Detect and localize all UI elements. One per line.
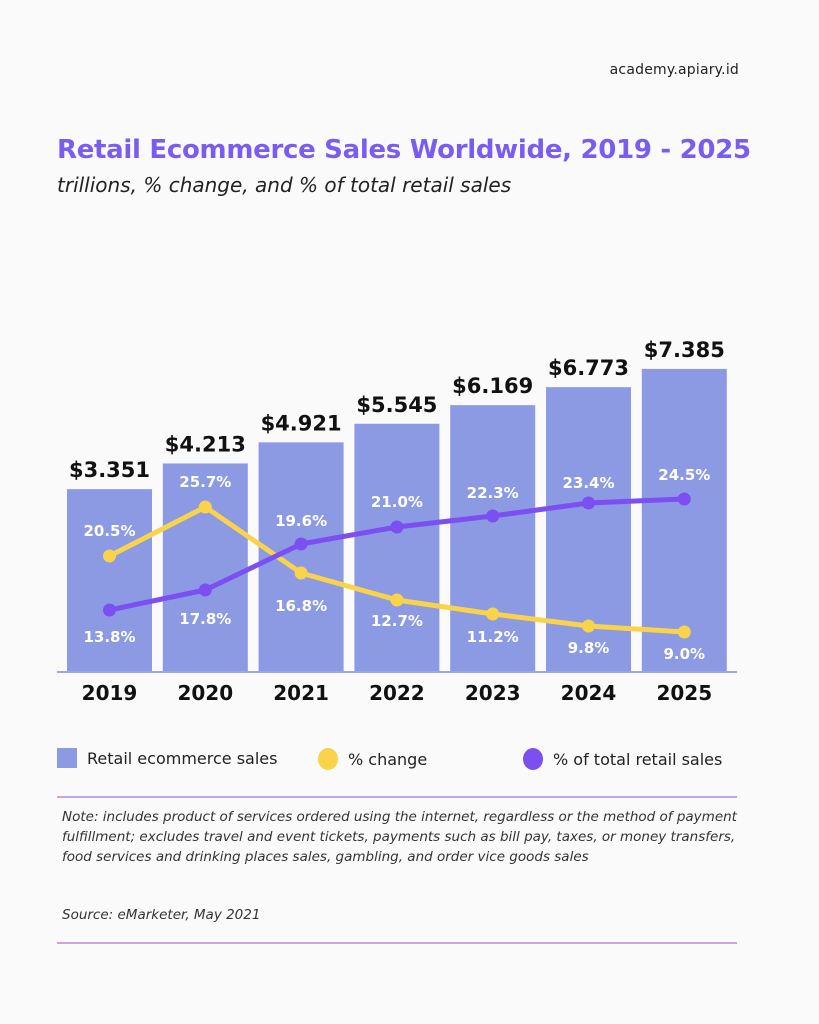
change-point-2021 xyxy=(294,566,308,580)
legend: Retail ecommerce sales % change % of tot… xyxy=(57,748,737,776)
change-label-2019: 20.5% xyxy=(83,522,135,540)
share-label-2025: 24.5% xyxy=(658,466,710,484)
x-tick-label-2020: 2020 xyxy=(177,681,233,705)
bar-value-label-2020: $4.213 xyxy=(165,432,246,456)
x-tick-label-2022: 2022 xyxy=(369,681,425,705)
change-label-2023: 11.2% xyxy=(467,628,519,646)
change-point-2025 xyxy=(677,625,691,639)
x-tick-label-2024: 2024 xyxy=(561,681,617,705)
divider-top xyxy=(57,796,737,798)
bar-swatch-icon xyxy=(57,748,77,768)
bar-2023 xyxy=(450,405,536,672)
bar-2025 xyxy=(641,368,727,672)
legend-label-share: % of total retail sales xyxy=(553,749,723,769)
bar-value-label-2022: $5.545 xyxy=(356,393,437,417)
bar-2022 xyxy=(354,423,440,672)
share-label-2020: 17.8% xyxy=(179,610,231,628)
share-label-2023: 22.3% xyxy=(467,484,519,502)
yellow-dot-icon xyxy=(318,748,338,770)
chart-title: Retail Ecommerce Sales Worldwide, 2019 -… xyxy=(57,135,751,165)
share-point-2020 xyxy=(198,583,212,597)
site-url: academy.apiary.id xyxy=(609,62,739,78)
bar-value-label-2024: $6.773 xyxy=(548,356,629,380)
legend-item-sales: Retail ecommerce sales xyxy=(57,748,277,768)
chart-subtitle: trillions, % change, and % of total reta… xyxy=(57,173,512,197)
bar-2019 xyxy=(67,489,152,672)
bar-value-label-2025: $7.385 xyxy=(644,338,725,362)
x-tick-label-2025: 2025 xyxy=(656,681,712,705)
legend-item-change: % change xyxy=(318,748,427,770)
legend-label-sales: Retail ecommerce sales xyxy=(87,748,278,768)
x-tick-label-2023: 2023 xyxy=(465,681,521,705)
x-tick-label-2019: 2019 xyxy=(82,681,138,705)
share-label-2019: 13.8% xyxy=(83,628,135,646)
purple-dot-icon xyxy=(523,748,543,770)
legend-label-change: % change xyxy=(348,749,428,769)
share-label-2024: 23.4% xyxy=(562,474,614,492)
change-label-2022: 12.7% xyxy=(371,612,423,630)
chart-area: $3.351 2019 $4.213 2020 $4.921 2021 $5.545 2022… xyxy=(57,338,737,705)
change-point-2022 xyxy=(390,593,404,607)
lines-group xyxy=(103,492,691,639)
change-point-2020 xyxy=(198,500,212,514)
share-point-2022 xyxy=(390,520,404,534)
share-label-2021: 19.6% xyxy=(275,512,327,530)
bar-value-label-2023: $6.169 xyxy=(452,374,533,398)
legend-item-share: % of total retail sales xyxy=(523,748,722,770)
footnote: Note: includes product of services order… xyxy=(62,809,737,865)
bar-2020 xyxy=(162,463,248,672)
share-point-2019 xyxy=(103,603,116,617)
bar-value-label-2019: $3.351 xyxy=(69,458,150,482)
share-point-2023 xyxy=(486,509,500,523)
share-point-2025 xyxy=(677,492,691,506)
change-point-2023 xyxy=(486,607,500,621)
change-point-2019 xyxy=(103,549,116,563)
share-point-2021 xyxy=(294,537,308,551)
source-text: Source: eMarketer, May 2021 xyxy=(62,907,261,923)
change-label-2025: 9.0% xyxy=(663,645,705,663)
change-point-2024 xyxy=(582,619,595,633)
change-label-2020: 25.7% xyxy=(179,473,231,491)
divider-bottom xyxy=(57,942,737,944)
share-point-2024 xyxy=(582,496,595,510)
share-label-2022: 21.0% xyxy=(371,493,423,511)
change-label-2024: 9.8% xyxy=(568,639,610,657)
labels-group: $3.351 2019 $4.213 2020 $4.921 2021 $5.545 2022… xyxy=(69,338,725,705)
x-tick-label-2021: 2021 xyxy=(273,681,329,705)
change-label-2021: 16.8% xyxy=(275,597,327,615)
bar-value-label-2021: $4.921 xyxy=(261,411,342,435)
